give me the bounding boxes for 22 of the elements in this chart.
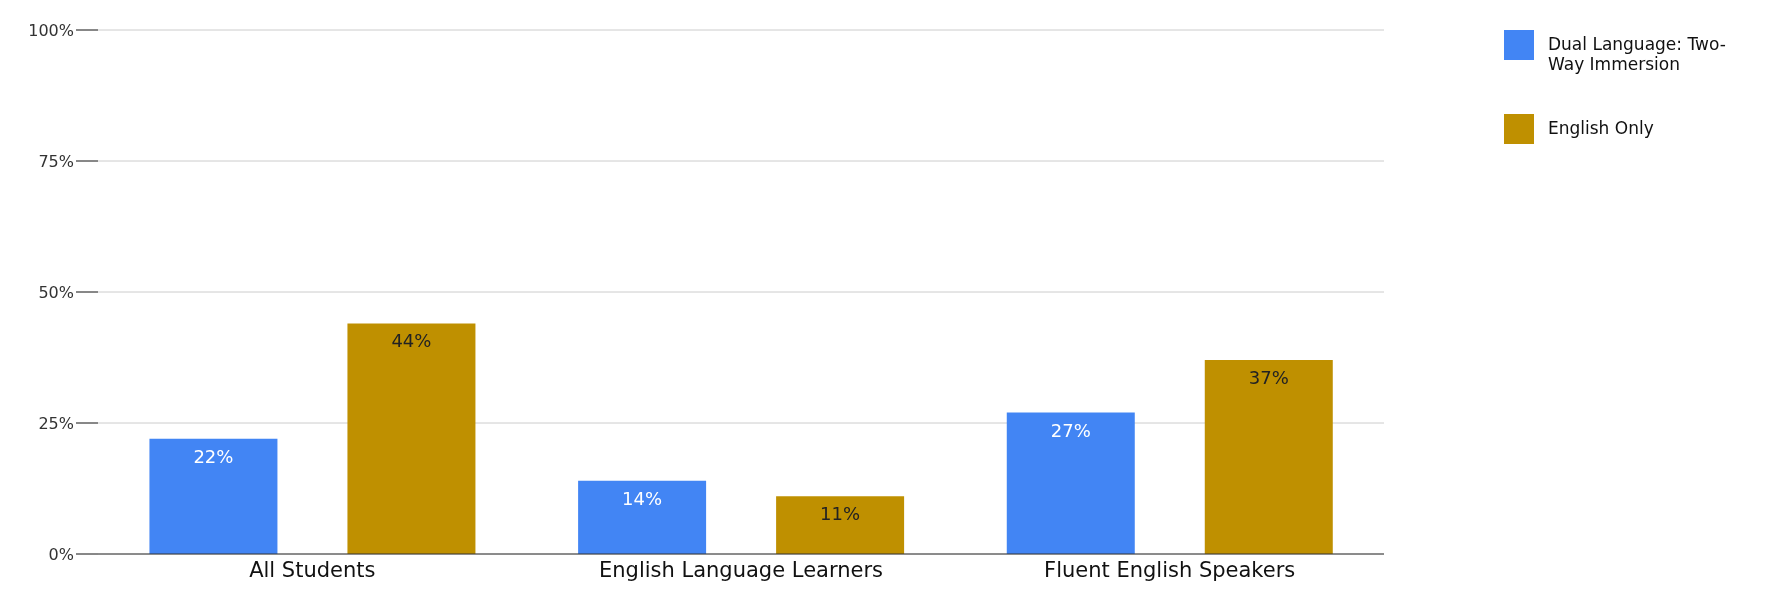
y-tick-label: 100% bbox=[28, 20, 74, 40]
bar bbox=[347, 323, 476, 554]
text: 14% bbox=[622, 487, 663, 509]
y-tick-label: 75% bbox=[38, 151, 74, 171]
bar bbox=[776, 496, 905, 554]
text: 27% bbox=[1050, 419, 1091, 441]
y-tick-label: 0% bbox=[48, 544, 74, 564]
text: 37% bbox=[1248, 367, 1289, 389]
x-tick-label: English Language Learners bbox=[598, 557, 884, 582]
y-tick-label: 25% bbox=[38, 413, 74, 433]
bar bbox=[149, 438, 278, 554]
text: 44% bbox=[391, 330, 432, 352]
y-tick-label: 50% bbox=[38, 282, 74, 302]
bar bbox=[1006, 412, 1135, 554]
bar bbox=[1204, 360, 1333, 554]
text: 22% bbox=[193, 445, 234, 467]
legend-label: English Only bbox=[1548, 118, 1654, 138]
bar bbox=[578, 480, 707, 554]
legend-label: Dual Language: Two-Way Immersion bbox=[1548, 34, 1727, 74]
text: 11% bbox=[820, 503, 861, 525]
x-tick-label: All Students bbox=[249, 557, 376, 582]
x-tick-label: Fluent English Speakers bbox=[1044, 557, 1296, 582]
